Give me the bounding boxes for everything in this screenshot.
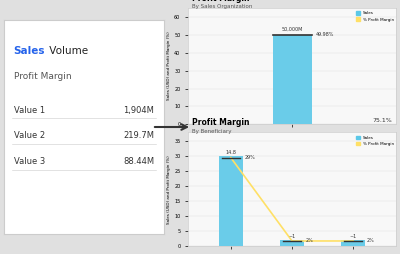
Text: 88.44M: 88.44M xyxy=(123,157,154,166)
Text: Value 2: Value 2 xyxy=(14,131,45,140)
Text: Sales: Sales xyxy=(14,46,45,56)
Text: Value 1: Value 1 xyxy=(14,106,45,115)
Bar xyxy=(341,240,366,246)
Text: 29%: 29% xyxy=(244,155,255,160)
Bar xyxy=(218,156,243,246)
Y-axis label: Sales (USD) and Profit Margin (%): Sales (USD) and Profit Margin (%) xyxy=(167,32,171,100)
Bar xyxy=(280,240,304,246)
Text: 219.7M: 219.7M xyxy=(123,131,154,140)
Text: ~1: ~1 xyxy=(350,234,357,239)
Text: By Sales Organization: By Sales Organization xyxy=(192,4,252,9)
Bar xyxy=(272,35,312,124)
Text: Profit Margin: Profit Margin xyxy=(192,0,250,3)
Text: Profit Margin: Profit Margin xyxy=(14,72,71,81)
Legend: Sales, % Profit Margin: Sales, % Profit Margin xyxy=(354,10,396,23)
Y-axis label: Sales (USD) and Profit Margin (%): Sales (USD) and Profit Margin (%) xyxy=(167,155,171,224)
Text: 49.98%: 49.98% xyxy=(315,32,334,37)
Text: Value 3: Value 3 xyxy=(14,157,45,166)
Text: 1,904M: 1,904M xyxy=(124,106,154,115)
Text: 75.1%: 75.1% xyxy=(372,118,392,123)
Text: 14.8: 14.8 xyxy=(225,150,236,155)
Text: 2%: 2% xyxy=(306,239,313,244)
Legend: Sales, % Profit Margin: Sales, % Profit Margin xyxy=(354,134,396,148)
Text: Volume: Volume xyxy=(46,46,88,56)
Text: 50,000M: 50,000M xyxy=(281,27,303,32)
Text: Profit Margin: Profit Margin xyxy=(192,118,250,127)
Text: 2%: 2% xyxy=(367,239,374,244)
Text: ~1: ~1 xyxy=(288,234,296,239)
Text: By Beneficiary: By Beneficiary xyxy=(192,129,232,134)
